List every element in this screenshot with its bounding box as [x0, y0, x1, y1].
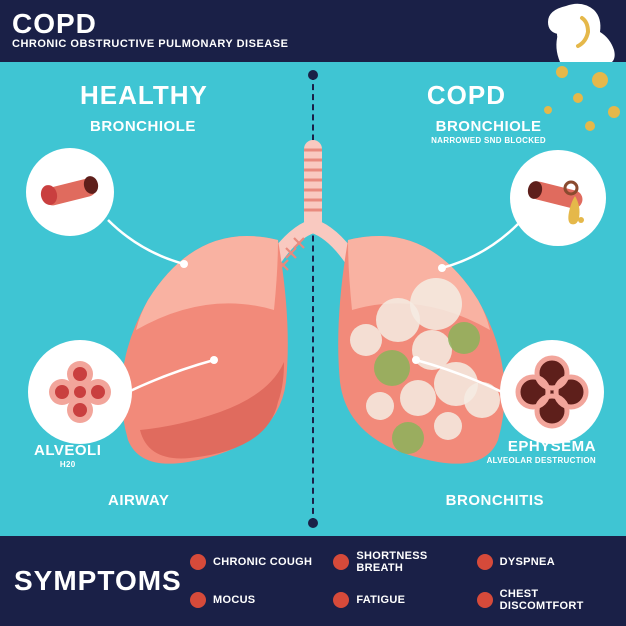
symptom-item: FATIGUE [333, 584, 472, 616]
header-bar: COPD CHRONIC OBSTRUCTIVE PULMONARY DISEA… [0, 0, 626, 62]
symptom-label: CHRONIC COUGH [213, 556, 312, 568]
symptom-label: CHEST DISCOMTFORT [500, 588, 616, 612]
label-airway: AIRWAY [108, 492, 169, 509]
column-label-healthy: HEALTHY [80, 80, 208, 111]
connector-alv-l [120, 352, 220, 402]
main-diagram: HEALTHY COPD [0, 62, 626, 536]
label-airway-t1: AIRWAY [108, 492, 169, 509]
label-alveoli-t1: ALVEOLI [34, 442, 101, 459]
divider-dot-bottom [308, 518, 318, 528]
label-ephysema-t2: ALVEOLAR DESTRUCTION [487, 456, 596, 465]
symptom-item: MOCUS [190, 584, 329, 616]
label-alveoli-t2: H20 [34, 460, 101, 469]
label-ephysema-t1: EPHYSEMA [487, 438, 596, 455]
bullet-icon [190, 592, 206, 608]
label-bronchitis-t1: BRONCHITIS [446, 492, 544, 509]
symptom-grid: CHRONIC COUGH SHORTNESS BREATH DYSPNEA MOCU… [190, 546, 616, 616]
label-bronchiole-right-t1: BRONCHIOLE [431, 118, 546, 135]
column-label-copd: COPD [427, 80, 506, 111]
connector-br-l [100, 212, 190, 272]
symptom-label: DYSPNEA [500, 556, 555, 568]
divider-dot-top [308, 70, 318, 80]
alveoli-left-bubble [28, 340, 132, 444]
connector-br-r [436, 216, 526, 276]
bullet-icon [333, 554, 349, 570]
connector-eph-r [410, 352, 510, 402]
lungs-illustration [98, 140, 528, 470]
symptom-item: CHEST DISCOMTFORT [477, 584, 616, 616]
symptom-item: DYSPNEA [477, 546, 616, 578]
bullet-icon [190, 554, 206, 570]
symptom-label: SHORTNESS BREATH [356, 550, 472, 574]
label-bronchiole-right-t2: NARROWED SND BLOCKED [431, 136, 546, 145]
footer-bar: SYMPTOMS CHRONIC COUGH SHORTNESS BREATH DY… [0, 536, 626, 626]
footer-title: SYMPTOMS [14, 565, 182, 597]
label-bronchiole-left-t1: BRONCHIOLE [90, 118, 196, 135]
symptom-item: SHORTNESS BREATH [333, 546, 472, 578]
header-cough-graphic [366, 0, 626, 62]
label-bronchitis: BRONCHITIS [446, 492, 544, 509]
bullet-icon [333, 592, 349, 608]
label-alveoli: ALVEOLI H20 [34, 442, 101, 469]
symptom-label: FATIGUE [356, 594, 405, 606]
symptom-item: CHRONIC COUGH [190, 546, 329, 578]
label-bronchiole-right: BRONCHIOLE NARROWED SND BLOCKED [431, 118, 546, 145]
label-bronchiole-left: BRONCHIOLE [90, 118, 196, 135]
bullet-icon [477, 592, 493, 608]
symptom-label: MOCUS [213, 594, 255, 606]
bullet-icon [477, 554, 493, 570]
ephysema-right-bubble [500, 340, 604, 444]
label-ephysema: EPHYSEMA ALVEOLAR DESTRUCTION [487, 438, 596, 465]
